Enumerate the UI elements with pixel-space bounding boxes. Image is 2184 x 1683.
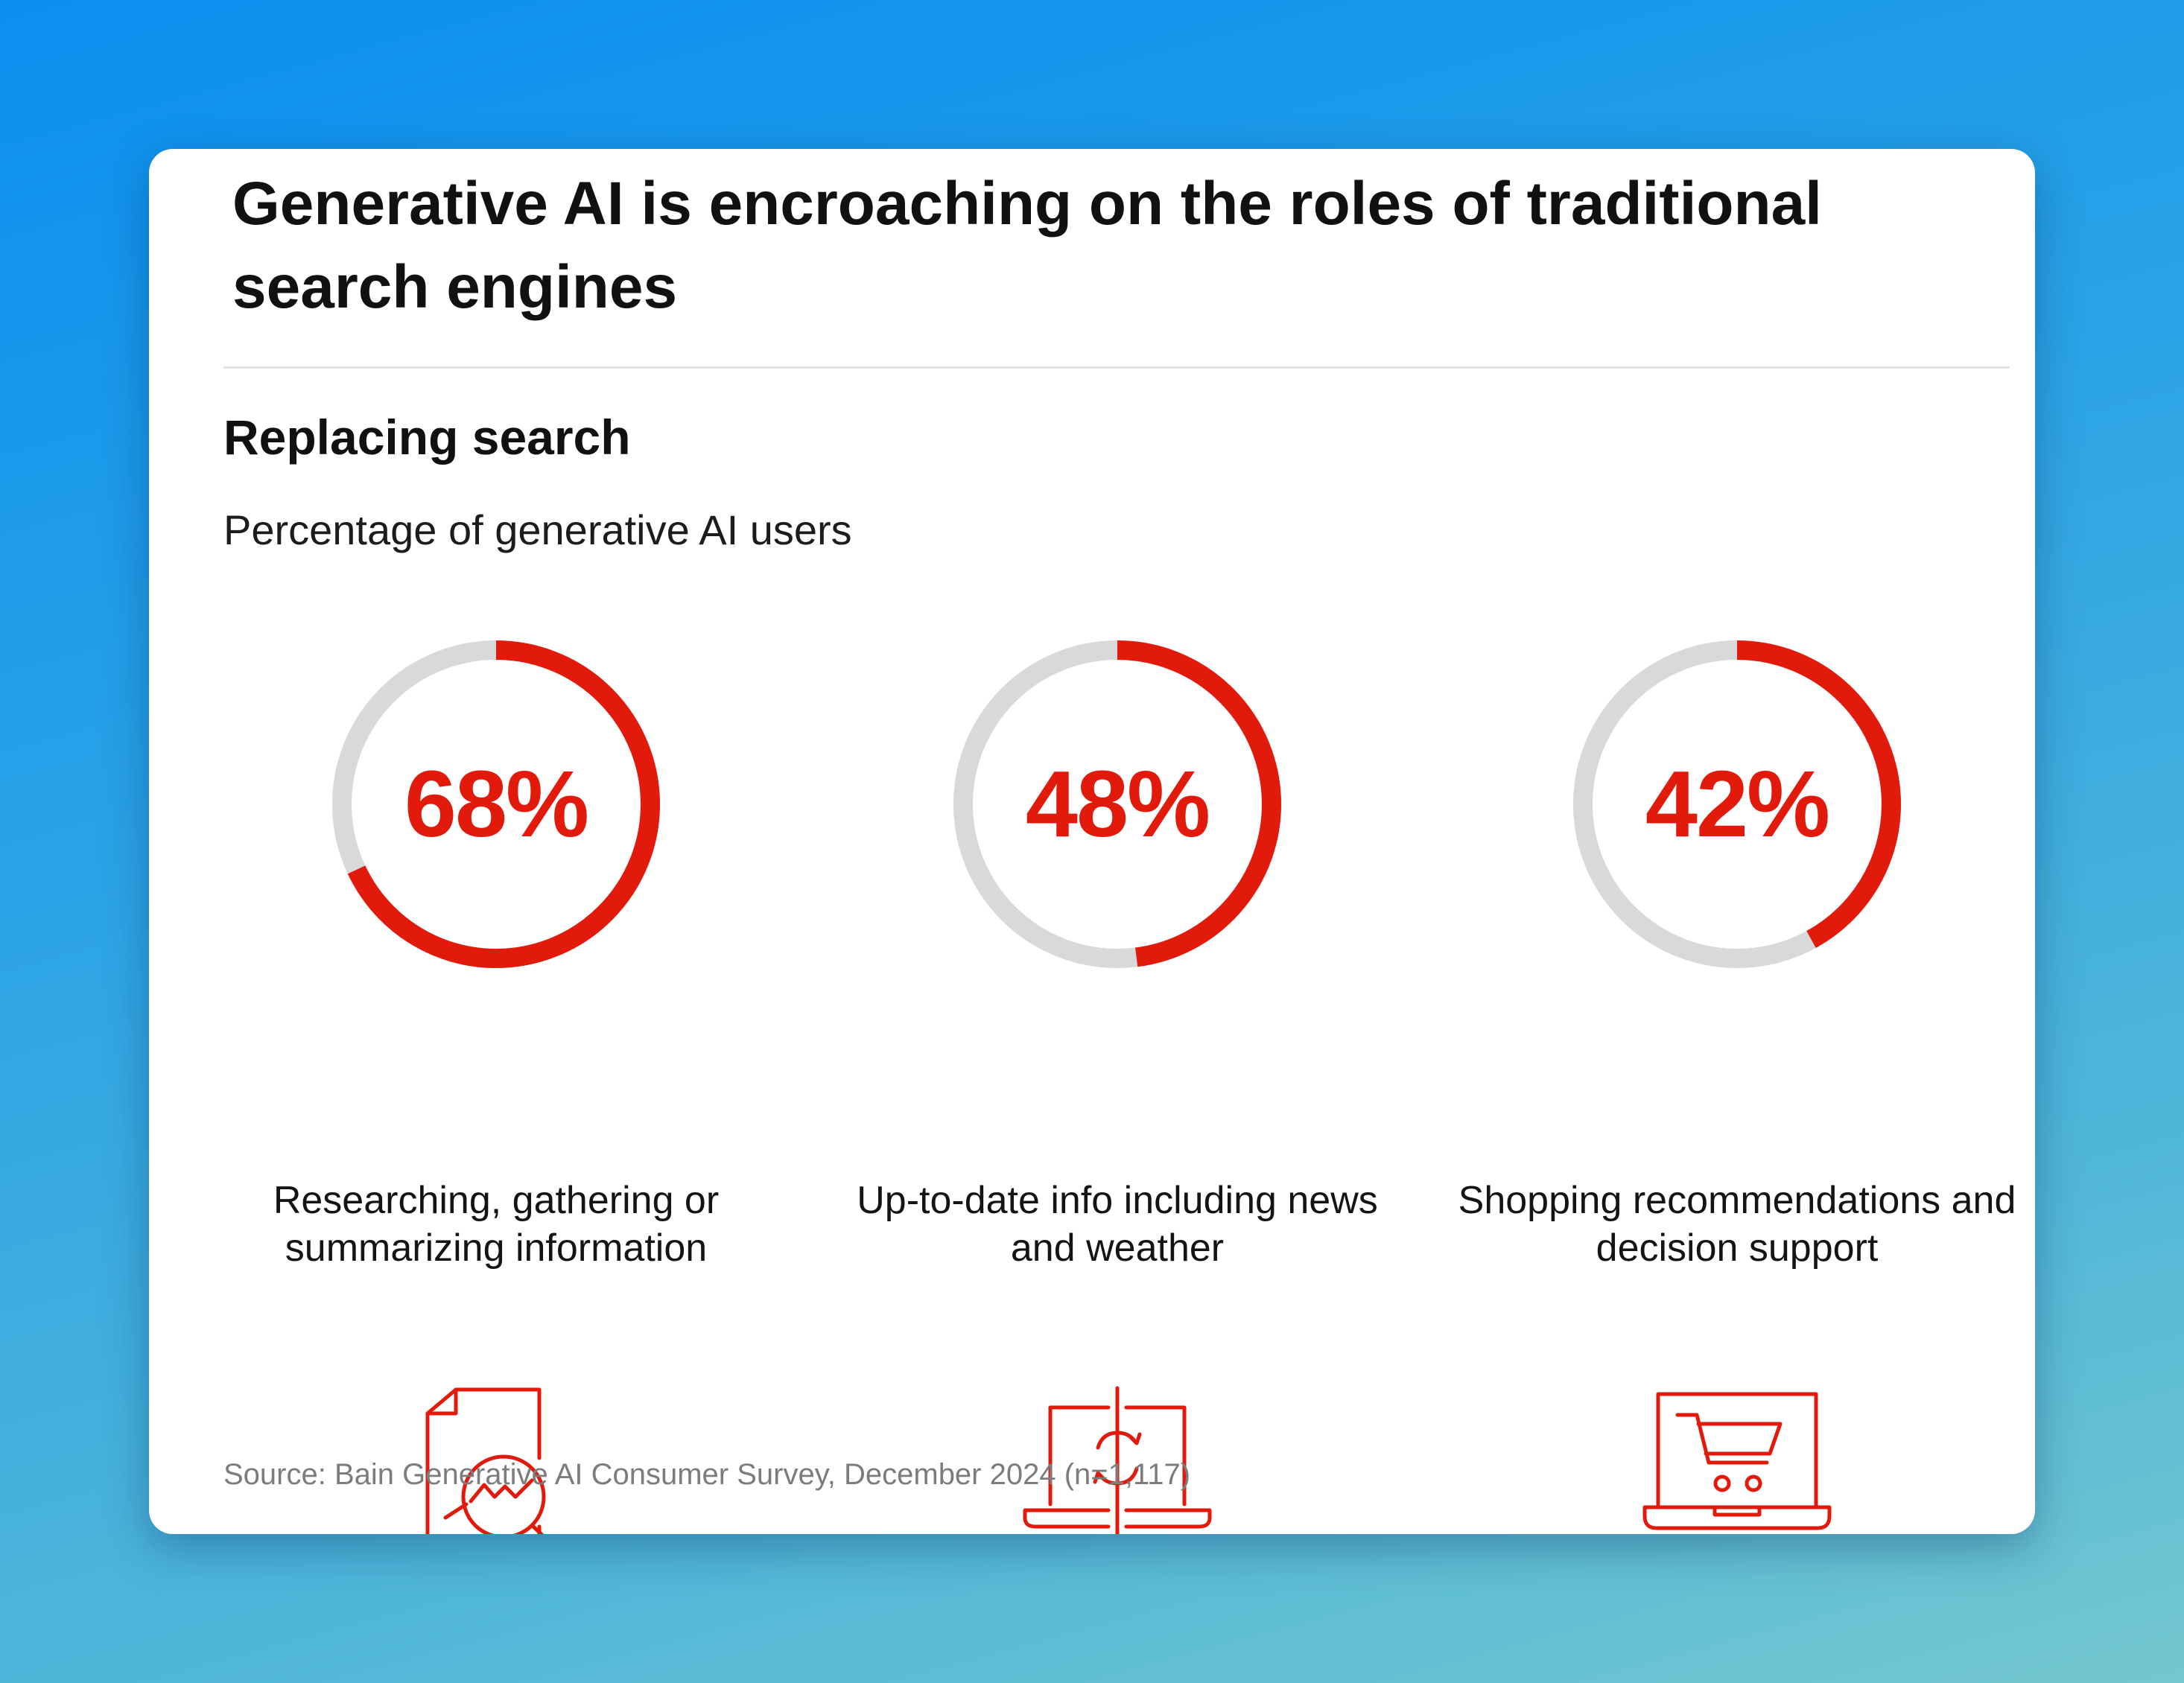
donut-research: 68% — [332, 640, 660, 968]
value-label-research: 68% — [404, 751, 589, 856]
donut-ring-shopping — [1573, 640, 1901, 968]
category-label-news: Up-to-date info including news and weath… — [857, 1179, 1378, 1270]
stat-item-research: 68% Researching, gathering or summarizin… — [198, 640, 794, 1534]
document-analysis-icon — [422, 1385, 571, 1534]
donut-ring-news — [953, 640, 1281, 968]
donut-value-arc-shopping — [1573, 640, 1901, 968]
donut-value-arc-news — [953, 640, 1281, 968]
donut-news: 48% — [953, 640, 1281, 968]
chart-subtitle: Replacing search — [223, 410, 631, 465]
laptop-refresh-icon — [1020, 1385, 1214, 1534]
donut-shopping: 42% — [1573, 640, 1901, 968]
category-label-shopping: Shopping recommendations and decision su… — [1458, 1179, 2016, 1270]
value-label-shopping: 42% — [1645, 751, 1830, 856]
donut-ring-research — [332, 640, 660, 968]
chart-caption: Percentage of generative AI users — [223, 506, 852, 553]
title-divider — [223, 366, 2010, 369]
source-note: Source: Bain Generative AI Consumer Surv… — [223, 1458, 1191, 1491]
chart-title: Generative AI is encroaching on the role… — [232, 170, 1822, 321]
laptop-cart-icon — [1640, 1385, 1834, 1534]
value-label-news: 48% — [1025, 751, 1210, 856]
category-label-research: Researching, gathering or summarizing in… — [273, 1179, 720, 1270]
stat-item-shopping: 42% Shopping recommendations and decisio… — [1439, 640, 2035, 1534]
chart-card: Generative AI is encroaching on the role… — [149, 149, 2035, 1534]
stat-item-news: 48% Up-to-date info including news and w… — [819, 640, 1415, 1534]
donut-value-arc-research — [332, 640, 660, 968]
